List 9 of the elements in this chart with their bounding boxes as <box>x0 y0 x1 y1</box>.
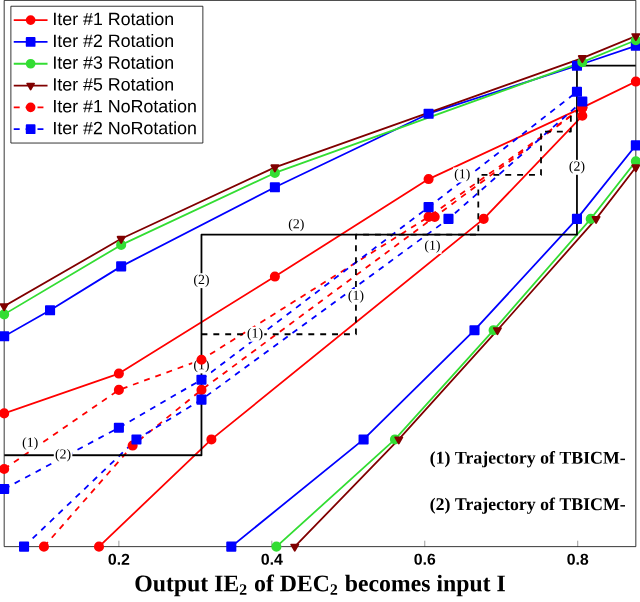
legend-label: Iter #1 Rotation <box>54 11 173 25</box>
text: Output IE$_{2}$ of DEC$_{2}$ becomes input I <box>135 574 505 596</box>
annotation: (1) Trajectory of TBICM- <box>430 450 626 468</box>
legend-label: Iter #3 Rotation <box>54 55 173 69</box>
legend-label: Iter #5 Rotation <box>54 77 173 91</box>
annotation: (2) Trajectory of TBICM- <box>430 497 626 514</box>
legend-label: Iter #1 NoRotation <box>54 99 196 113</box>
legend-label: Iter #2 Rotation <box>54 33 173 47</box>
legend-label: Iter #2 NoRotation <box>54 120 196 134</box>
